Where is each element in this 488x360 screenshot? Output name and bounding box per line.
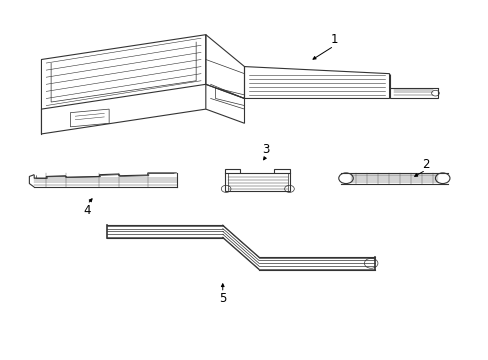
Text: 1: 1 [329,33,337,46]
Text: 3: 3 [262,143,269,156]
Text: 4: 4 [83,204,91,217]
Text: 5: 5 [219,292,226,305]
Text: 2: 2 [421,158,428,171]
